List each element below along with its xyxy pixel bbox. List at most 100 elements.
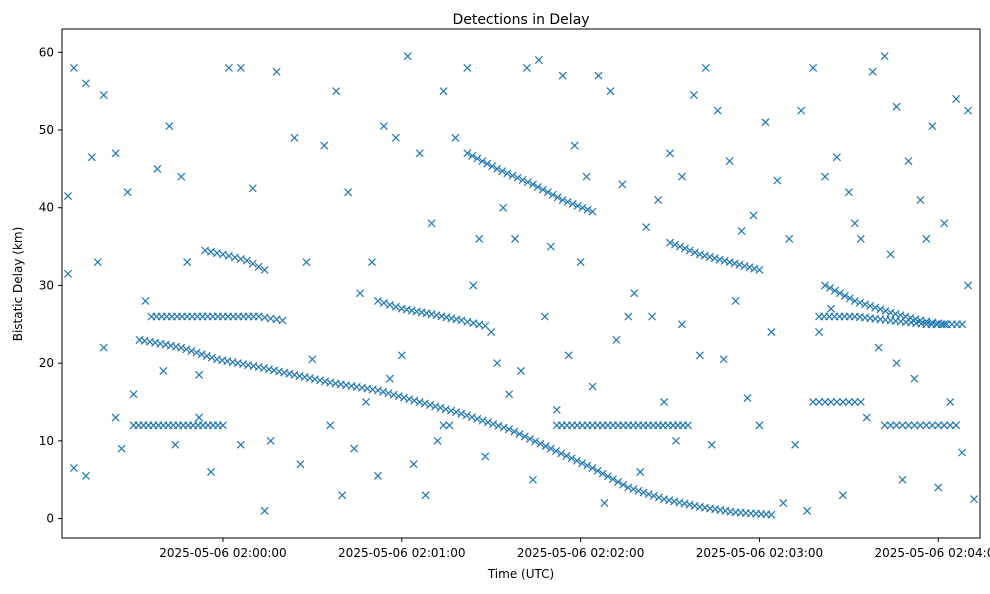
- data-point: [379, 387, 388, 396]
- data-point: [850, 296, 859, 306]
- x-tick-label: 2025-05-06 02:04:00: [875, 546, 990, 560]
- data-point: [259, 364, 268, 373]
- data-point: [242, 256, 251, 265]
- data-point: [290, 133, 299, 142]
- data-point: [409, 460, 418, 469]
- data-point: [224, 251, 233, 260]
- data-point: [441, 405, 450, 414]
- data-point: [583, 205, 592, 214]
- data-point: [183, 258, 192, 267]
- data-point: [489, 420, 498, 429]
- data-point: [886, 421, 895, 430]
- x-axis-ticks: 2025-05-06 02:00:00 2025-05-06 02:01:00 20…: [159, 538, 990, 560]
- data-point: [666, 238, 675, 247]
- data-point: [338, 491, 347, 500]
- data-point: [410, 396, 419, 405]
- data-point: [254, 262, 263, 271]
- data-point: [598, 469, 607, 478]
- data-point: [803, 506, 812, 515]
- data-point: [117, 444, 126, 453]
- data-point: [826, 304, 835, 313]
- data-point: [701, 63, 710, 72]
- data-point: [552, 405, 561, 414]
- y-tick-label: 30: [39, 278, 54, 292]
- data-point: [761, 118, 770, 127]
- data-point: [275, 367, 284, 376]
- data-point: [452, 408, 461, 417]
- data-point: [373, 386, 382, 395]
- data-point: [719, 355, 728, 364]
- y-axis-ticks: 0 10 20 30 40 50 60: [39, 45, 62, 526]
- data-point: [498, 167, 507, 176]
- data-point: [695, 351, 704, 360]
- data-point: [576, 258, 585, 267]
- data-point: [731, 296, 740, 306]
- data-point: [886, 308, 895, 317]
- data-point: [305, 374, 314, 383]
- data-point: [630, 289, 639, 298]
- data-point: [558, 71, 567, 80]
- data-point: [856, 397, 865, 407]
- data-point: [666, 149, 675, 158]
- data-point: [548, 190, 557, 199]
- data-point: [562, 451, 571, 460]
- x-tick-label: 2025-05-06 02:01:00: [338, 546, 465, 560]
- data-point: [141, 296, 150, 306]
- data-point: [310, 375, 319, 384]
- data-point: [820, 281, 830, 290]
- data-point: [670, 240, 680, 249]
- data-point: [272, 67, 281, 76]
- data-point: [922, 234, 931, 243]
- data-point: [896, 311, 905, 320]
- data-point: [432, 311, 441, 320]
- data-point: [439, 421, 448, 430]
- data-point: [830, 286, 839, 295]
- data-point: [540, 312, 549, 321]
- data-point: [463, 149, 472, 158]
- data-point: [528, 180, 537, 189]
- data-point: [868, 67, 877, 76]
- data-point: [835, 289, 844, 298]
- data-point: [445, 421, 454, 430]
- data-point: [588, 382, 597, 391]
- y-tick-label: 10: [39, 434, 54, 448]
- data-point: [218, 250, 227, 259]
- data-point: [675, 498, 684, 507]
- data-point: [447, 314, 456, 323]
- data-point: [468, 151, 477, 160]
- data-point: [111, 149, 120, 158]
- data-point: [536, 439, 545, 448]
- data-point: [874, 343, 883, 352]
- data-point: [791, 440, 800, 449]
- data-point: [683, 421, 692, 430]
- data-point: [582, 172, 591, 181]
- data-point: [499, 423, 508, 432]
- data-point: [437, 312, 446, 321]
- data-point: [855, 298, 864, 307]
- data-point: [457, 316, 466, 325]
- data-point: [159, 366, 168, 375]
- data-point: [192, 348, 201, 357]
- data-point: [881, 306, 890, 316]
- data-point: [844, 397, 853, 407]
- data-point: [624, 312, 633, 321]
- data-point: [654, 195, 663, 204]
- data-point: [478, 416, 487, 425]
- data-point: [749, 211, 758, 220]
- data-point: [904, 421, 913, 430]
- data-point: [522, 63, 531, 72]
- data-point: [838, 397, 847, 407]
- data-point: [171, 440, 180, 449]
- data-point: [513, 173, 522, 182]
- data-point: [612, 335, 621, 344]
- data-point: [785, 234, 794, 243]
- data-point: [69, 464, 78, 473]
- data-point: [603, 472, 612, 481]
- data-point: [451, 133, 460, 142]
- data-point: [224, 63, 233, 72]
- data-point: [467, 413, 477, 422]
- data-point: [473, 154, 482, 163]
- data-point: [415, 149, 424, 158]
- data-point: [415, 397, 424, 407]
- data-point: [898, 421, 907, 430]
